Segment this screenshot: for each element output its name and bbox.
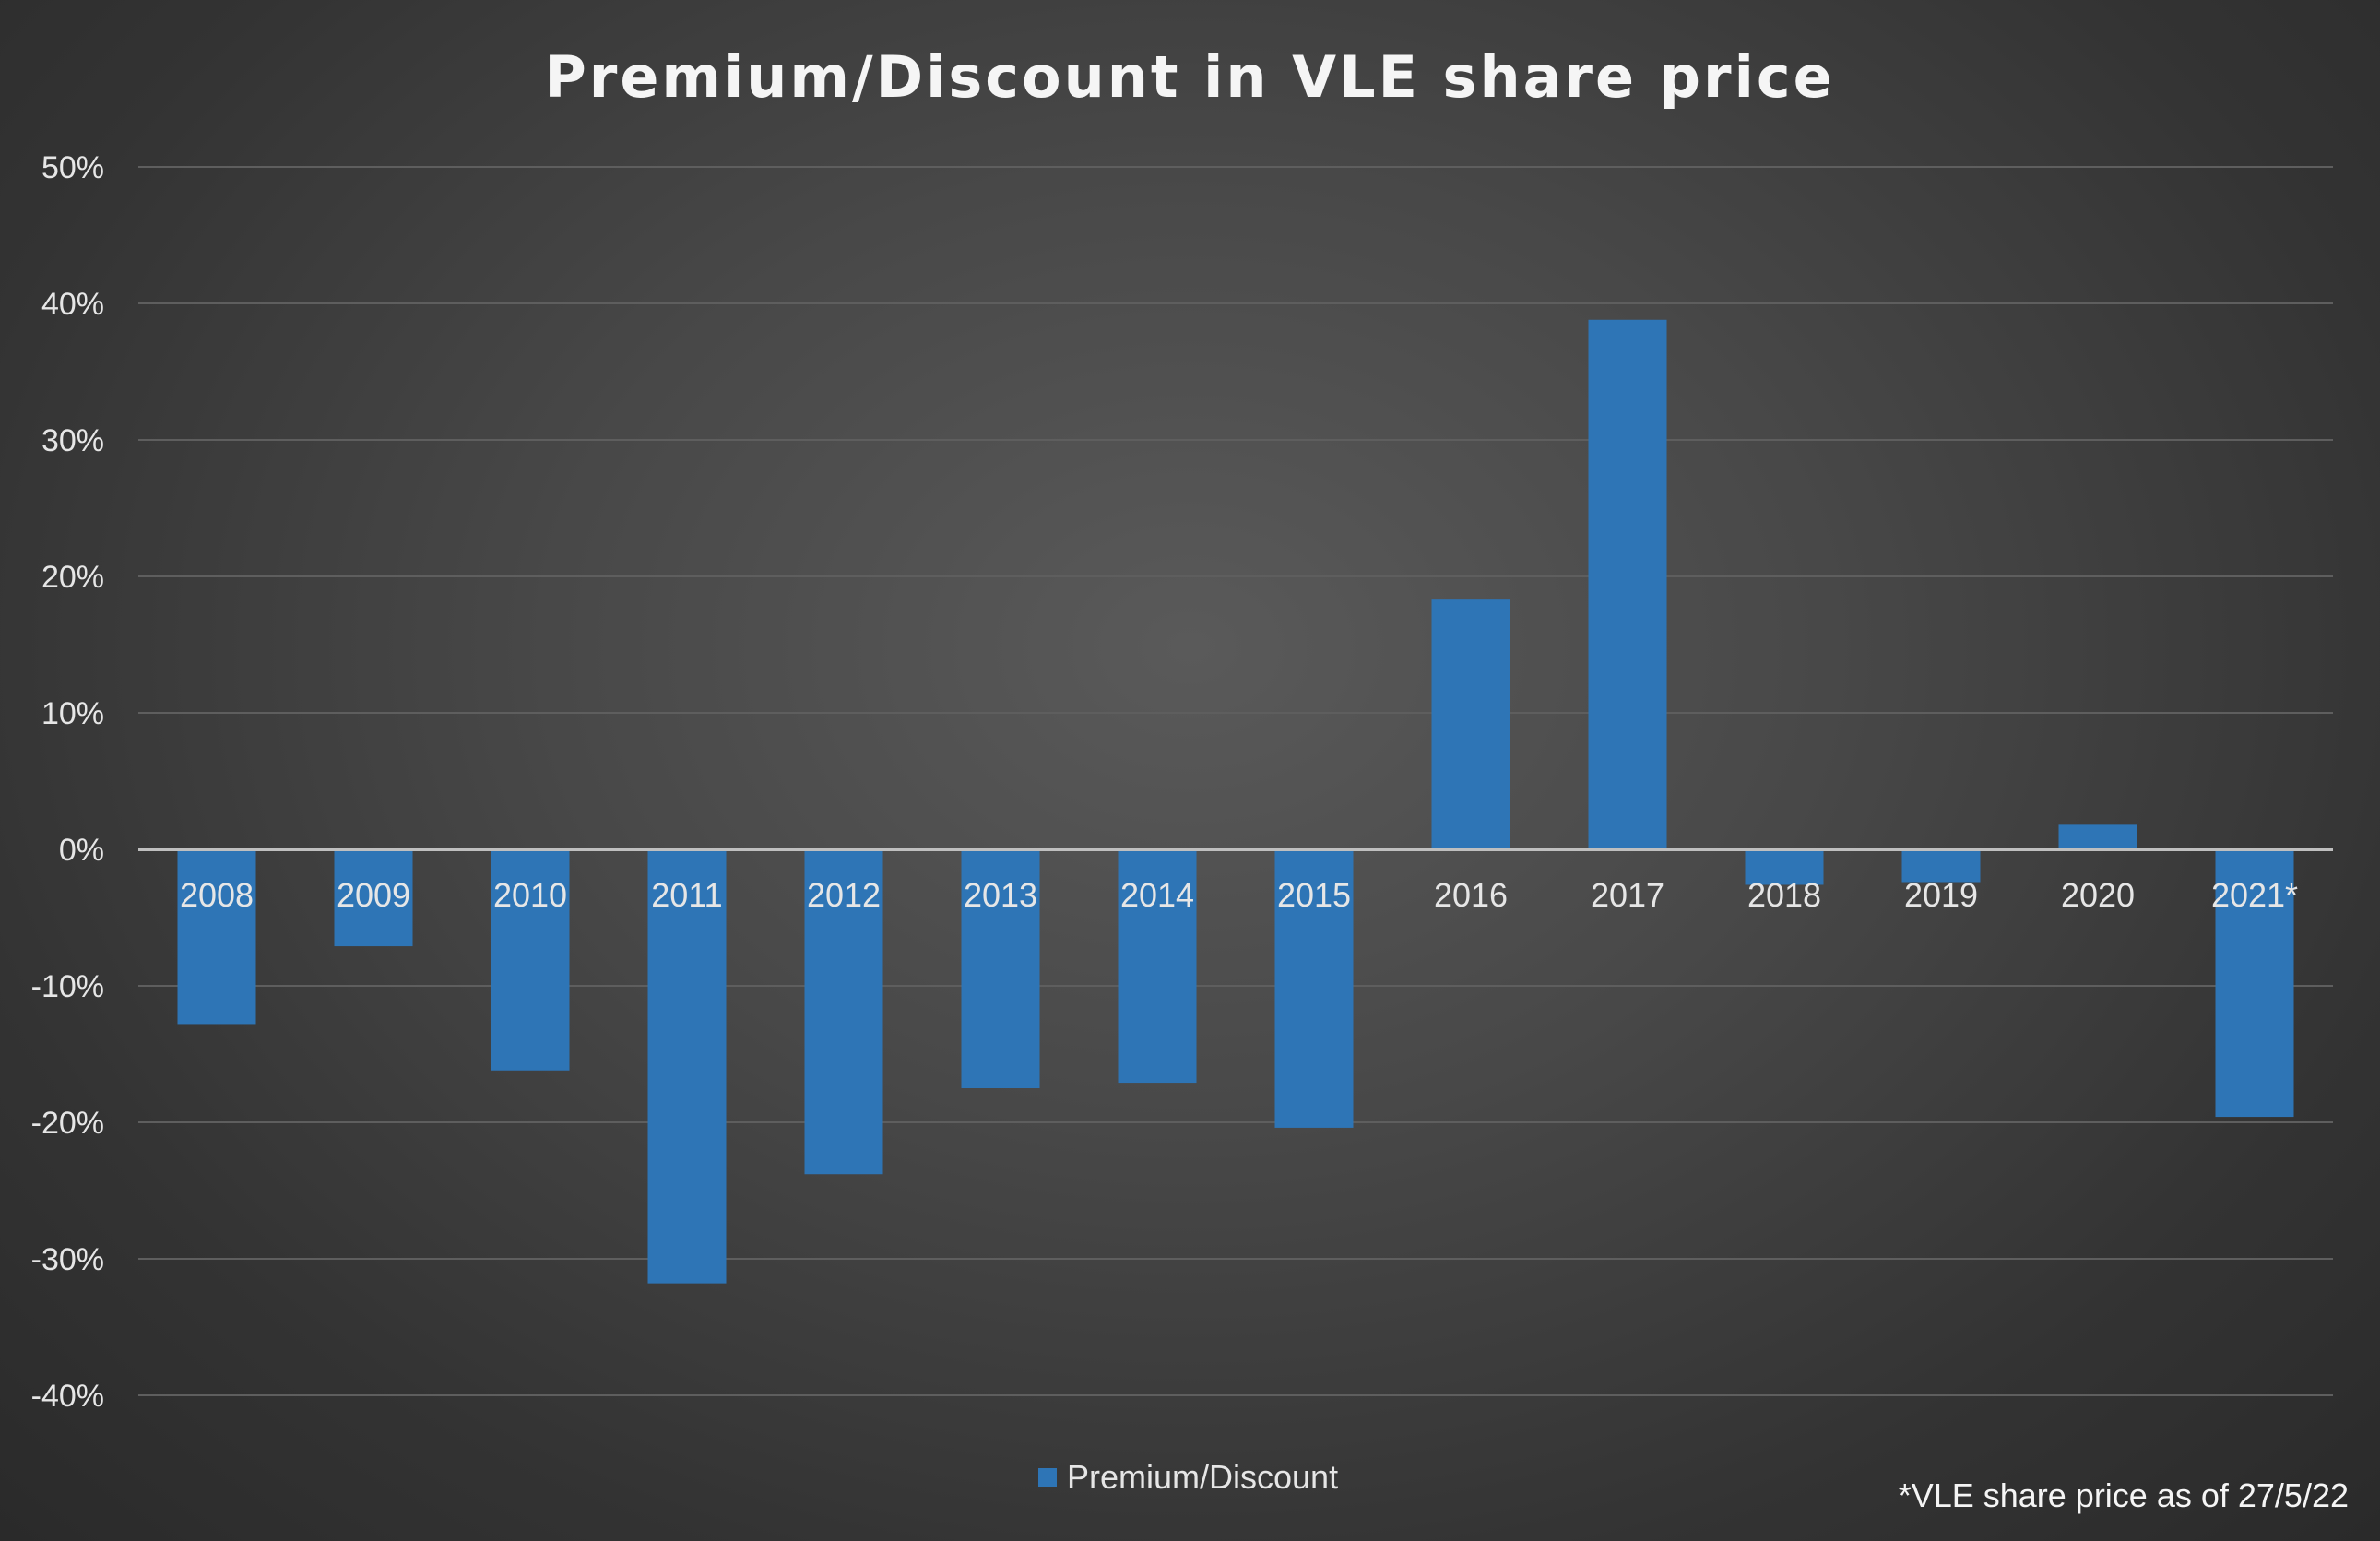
x-tick-label: 2016 [1434,876,1508,914]
bar-2018 [1745,849,1824,885]
bar-2013 [961,849,1040,1088]
bar-2015 [1274,849,1354,1128]
bar-2020 [2058,824,2137,849]
legend-swatch [1038,1468,1057,1487]
x-tick-label: 2018 [1747,876,1821,914]
chart-title: Premium/Discount in VLE share price [544,43,1834,111]
x-tick-label: 2020 [2061,876,2135,914]
x-axis-category-labels: 2008 2009 2010 2011 2012 2013 2014 2015 2016 2017… [180,876,2298,914]
bar-2016 [1431,599,1510,849]
x-tick-label: 2010 [493,876,567,914]
y-axis-tick-labels: 50% 40% 30% 20% 10% 0% -10% -20% -30% -40% [31,150,104,1414]
y-tick-label: -20% [31,1106,104,1141]
x-tick-label: 2012 [807,876,881,914]
gridlines [138,166,2333,1396]
y-tick-label: 30% [41,423,104,458]
x-tick-label: 2017 [1591,876,1664,914]
y-tick-label: 20% [41,560,104,595]
bar-2012 [804,849,883,1175]
y-tick-label: 50% [41,150,104,185]
x-tick-label: 2019 [1904,876,1978,914]
legend: Premium/Discount [1038,1458,1338,1496]
x-tick-label: 2011 [651,876,722,914]
bar-2014 [1118,849,1197,1084]
bar-2017 [1588,319,1667,849]
bar-2021 [2215,849,2294,1118]
y-tick-label: 0% [59,833,104,868]
y-tick-label: -40% [31,1379,104,1414]
y-tick-label: -30% [31,1242,104,1277]
x-tick-label: 2021* [2211,876,2298,914]
footnote: *VLE share price as of 27/5/22 [1899,1476,2349,1514]
x-tick-label: 2013 [964,876,1037,914]
x-tick-label: 2015 [1277,876,1351,914]
x-tick-label: 2014 [1120,876,1194,914]
y-tick-label: 10% [41,696,104,731]
y-tick-label: 40% [41,287,104,322]
bar-2019 [1901,849,1981,883]
bar-2008 [177,849,256,1025]
x-tick-label: 2008 [180,876,254,914]
bars [177,319,2294,1284]
y-tick-label: -10% [31,969,104,1004]
legend-label: Premium/Discount [1067,1458,1338,1496]
bar-2010 [491,849,570,1071]
bar-2009 [334,849,413,947]
bar-2011 [647,849,727,1284]
x-tick-label: 2009 [337,876,410,914]
